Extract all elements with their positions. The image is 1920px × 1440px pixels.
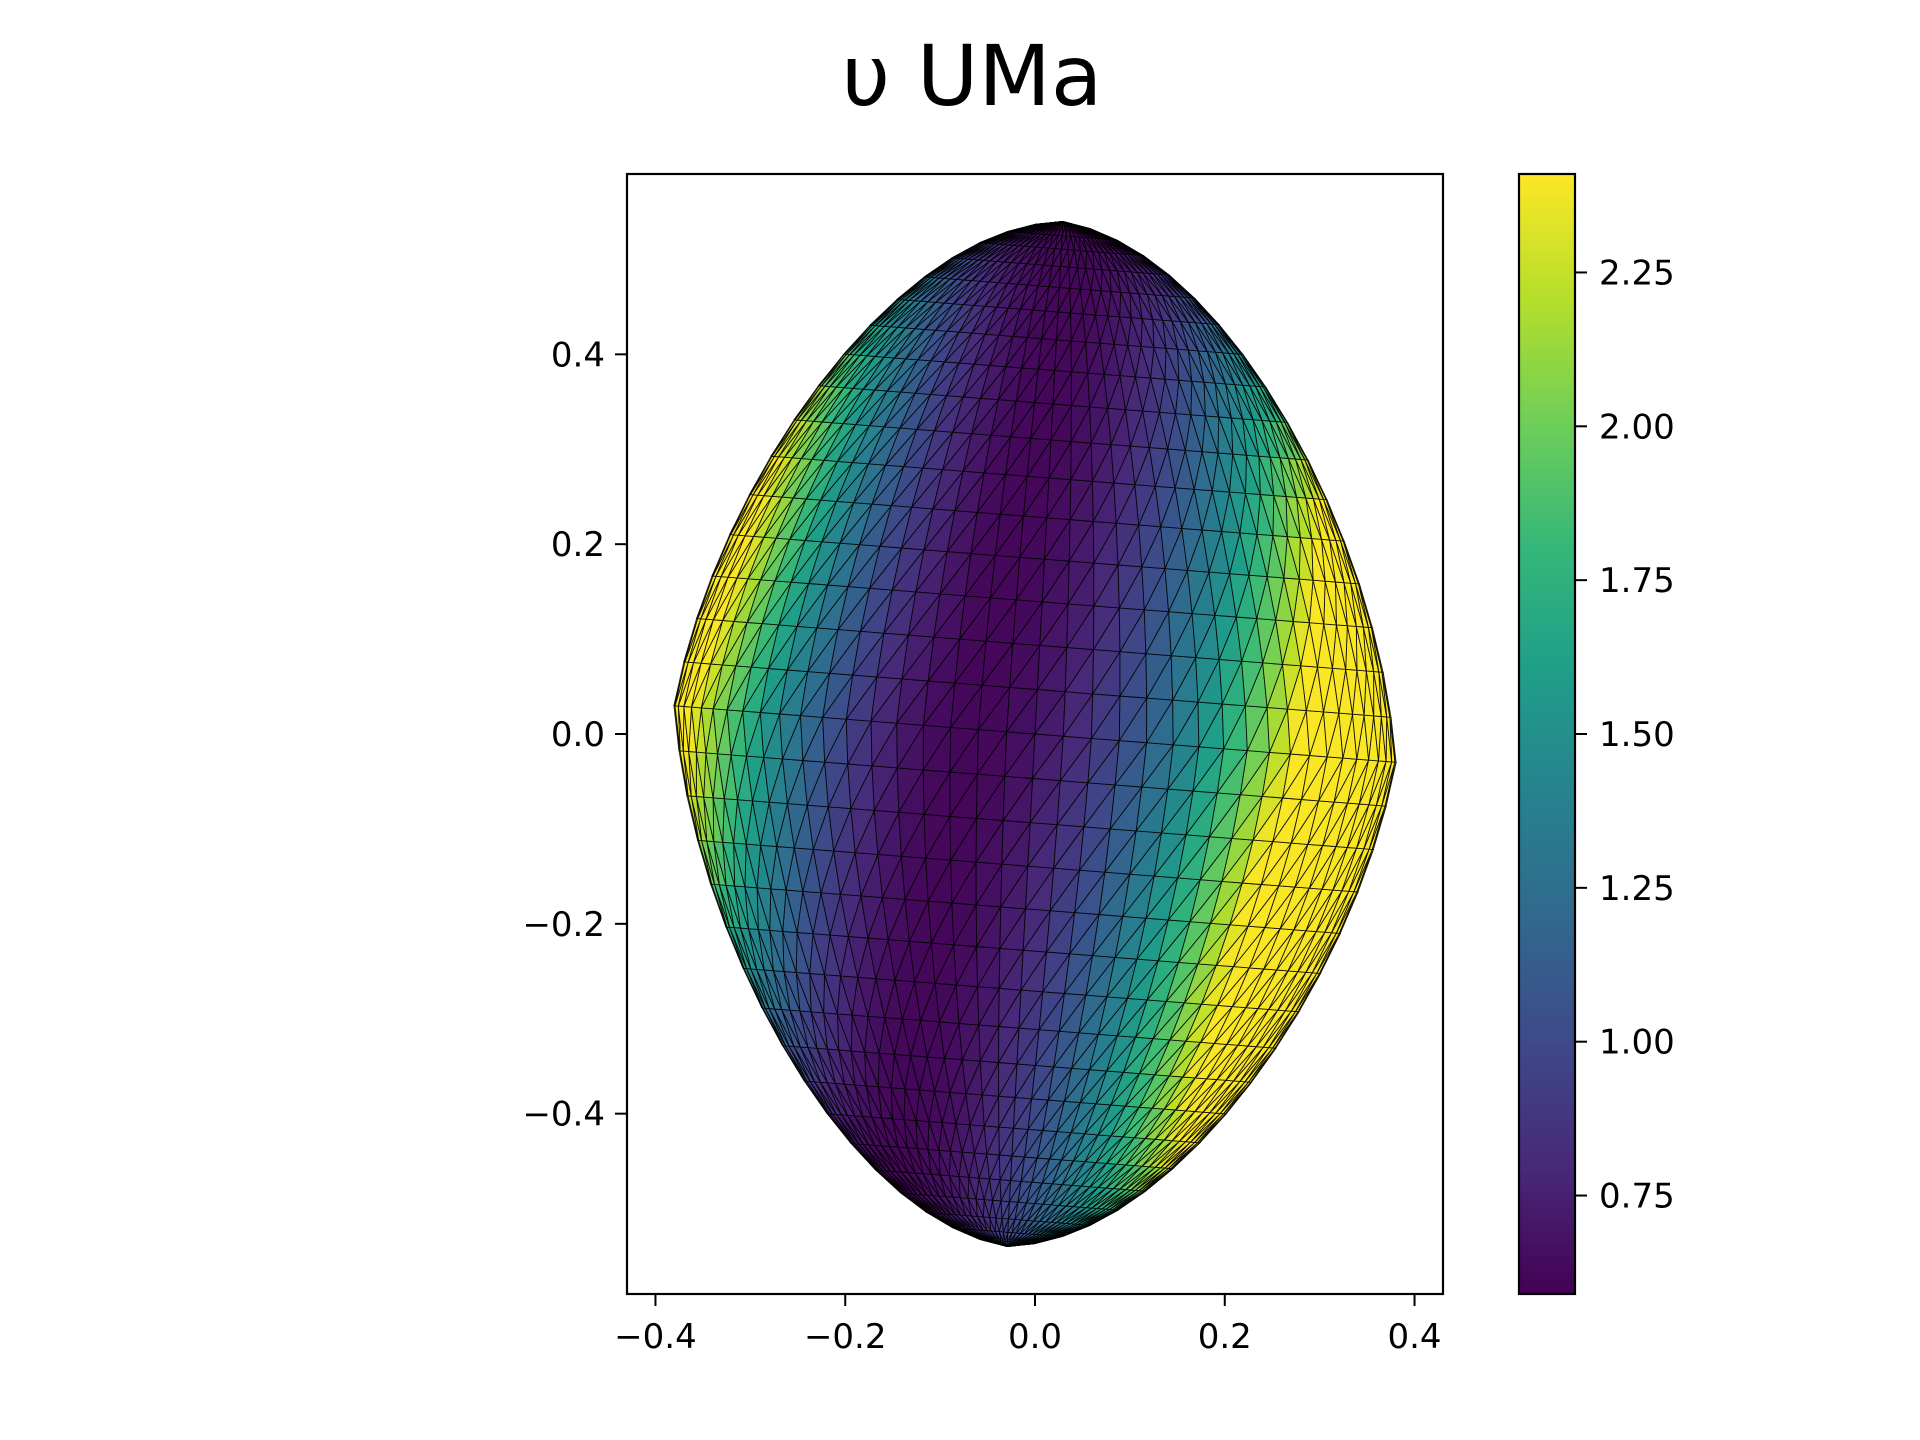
colorbar-tick-label: 1.75 — [1599, 561, 1675, 601]
x-tick-label: −0.4 — [614, 1317, 697, 1357]
star-surface — [673, 221, 1397, 1247]
y-tick-label: 0.2 — [551, 525, 605, 565]
x-tick-label: −0.2 — [804, 1317, 887, 1357]
y-axis: −0.4 −0.2 0.0 0.2 0.4 — [522, 335, 627, 1135]
colorbar — [1517, 172, 1577, 1296]
x-tick-label: 0.4 — [1387, 1317, 1441, 1357]
surface-triangle — [1062, 221, 1091, 230]
x-tick-label: 0.2 — [1198, 1317, 1252, 1357]
x-tick-label: 0.0 — [1008, 1317, 1062, 1357]
colorbar-tick-label: 1.50 — [1599, 715, 1675, 755]
y-tick-label: 0.0 — [551, 715, 605, 755]
colorbar-tick-label: 1.00 — [1599, 1023, 1675, 1063]
colorbar-axis: 0.75 1.00 1.25 1.50 1.75 2.00 2.25 — [1575, 253, 1675, 1217]
colorbar-tick-label: 0.75 — [1599, 1177, 1675, 1217]
colorbar-tick-label: 2.00 — [1599, 407, 1675, 447]
y-tick-label: 0.4 — [551, 335, 605, 375]
y-tick-label: −0.2 — [522, 905, 605, 945]
colorbar-tick-label: 1.25 — [1599, 869, 1675, 909]
y-tick-label: −0.4 — [522, 1095, 605, 1135]
chart-title: υ UMa — [842, 27, 1103, 125]
x-axis: −0.4 −0.2 0.0 0.2 0.4 — [614, 1294, 1442, 1357]
colorbar-tick-label: 2.25 — [1599, 253, 1675, 293]
